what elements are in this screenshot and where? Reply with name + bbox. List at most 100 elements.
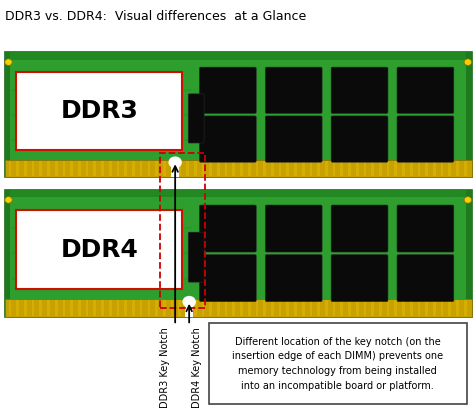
Bar	[16, 161, 19, 176]
Bar	[160, 153, 205, 308]
Bar	[255, 161, 258, 176]
Bar	[310, 161, 312, 176]
Bar	[279, 300, 282, 316]
Bar	[5, 160, 472, 177]
Bar	[356, 161, 358, 176]
Bar	[263, 161, 266, 176]
Bar	[433, 161, 436, 176]
Bar	[279, 161, 282, 176]
Bar	[402, 161, 405, 176]
Bar	[124, 161, 127, 176]
Bar	[5, 52, 10, 160]
Bar	[63, 161, 65, 176]
Bar	[147, 161, 150, 176]
FancyBboxPatch shape	[188, 94, 204, 143]
Bar	[379, 161, 382, 176]
Bar	[171, 161, 173, 176]
Bar	[70, 161, 73, 176]
Text: DDR3 vs. DDR4:  Visual differences  at a Glance: DDR3 vs. DDR4: Visual differences at a G…	[5, 10, 306, 23]
FancyBboxPatch shape	[265, 67, 322, 113]
Bar	[5, 190, 472, 317]
Bar	[325, 300, 328, 316]
Bar	[32, 161, 35, 176]
Bar	[441, 161, 444, 176]
Bar	[225, 161, 228, 176]
Bar	[394, 161, 397, 176]
FancyBboxPatch shape	[200, 116, 256, 162]
Bar	[171, 162, 179, 177]
Bar	[302, 161, 305, 176]
Circle shape	[168, 156, 182, 168]
Bar	[387, 161, 390, 176]
Bar	[232, 300, 235, 316]
Bar	[325, 161, 328, 176]
Bar	[140, 300, 143, 316]
Bar	[364, 300, 366, 316]
Bar	[147, 300, 150, 316]
Text: DDR4: DDR4	[60, 238, 138, 261]
Bar	[294, 300, 297, 316]
Bar	[456, 161, 459, 176]
Bar	[418, 300, 420, 316]
Bar	[425, 161, 428, 176]
FancyBboxPatch shape	[331, 67, 388, 113]
Bar	[201, 161, 204, 176]
Bar	[155, 300, 158, 316]
Bar	[302, 300, 305, 316]
FancyBboxPatch shape	[331, 255, 388, 301]
Bar	[101, 161, 104, 176]
FancyBboxPatch shape	[200, 67, 256, 113]
Text: DDR3 Key Notch: DDR3 Key Notch	[160, 327, 171, 408]
Bar	[333, 161, 336, 176]
Bar	[356, 300, 358, 316]
Bar	[132, 300, 135, 316]
Bar	[248, 161, 251, 176]
Bar	[225, 300, 228, 316]
FancyBboxPatch shape	[200, 205, 256, 252]
Text: DDR3: DDR3	[60, 99, 138, 123]
FancyBboxPatch shape	[397, 116, 454, 162]
Bar	[286, 300, 289, 316]
Bar	[5, 52, 472, 60]
FancyBboxPatch shape	[188, 232, 204, 282]
Bar	[340, 300, 343, 316]
Bar	[70, 300, 73, 316]
Bar	[464, 161, 466, 176]
Bar	[317, 161, 320, 176]
Bar	[433, 300, 436, 316]
FancyBboxPatch shape	[265, 255, 322, 301]
Bar	[186, 300, 189, 316]
Bar	[39, 161, 42, 176]
Bar	[387, 300, 390, 316]
Bar	[333, 300, 336, 316]
Bar	[9, 161, 11, 176]
Bar	[16, 300, 19, 316]
Bar	[86, 300, 89, 316]
Bar	[248, 300, 251, 316]
Bar	[448, 161, 451, 176]
Bar	[86, 161, 89, 176]
Bar	[163, 300, 165, 316]
Bar	[209, 300, 212, 316]
Bar	[9, 300, 11, 316]
Bar	[317, 300, 320, 316]
FancyBboxPatch shape	[397, 255, 454, 301]
Bar	[263, 300, 266, 316]
Circle shape	[464, 59, 472, 65]
Bar	[63, 300, 65, 316]
Bar	[93, 161, 96, 176]
Bar	[348, 300, 351, 316]
Bar	[418, 161, 420, 176]
Bar	[5, 52, 472, 177]
Circle shape	[464, 197, 472, 203]
Bar	[410, 300, 412, 316]
FancyBboxPatch shape	[331, 116, 388, 162]
Bar	[17, 210, 182, 289]
Bar	[140, 161, 143, 176]
Bar	[441, 300, 444, 316]
Bar	[464, 300, 466, 316]
Bar	[24, 161, 27, 176]
Bar	[101, 300, 104, 316]
Bar	[124, 300, 127, 316]
Bar	[93, 300, 96, 316]
